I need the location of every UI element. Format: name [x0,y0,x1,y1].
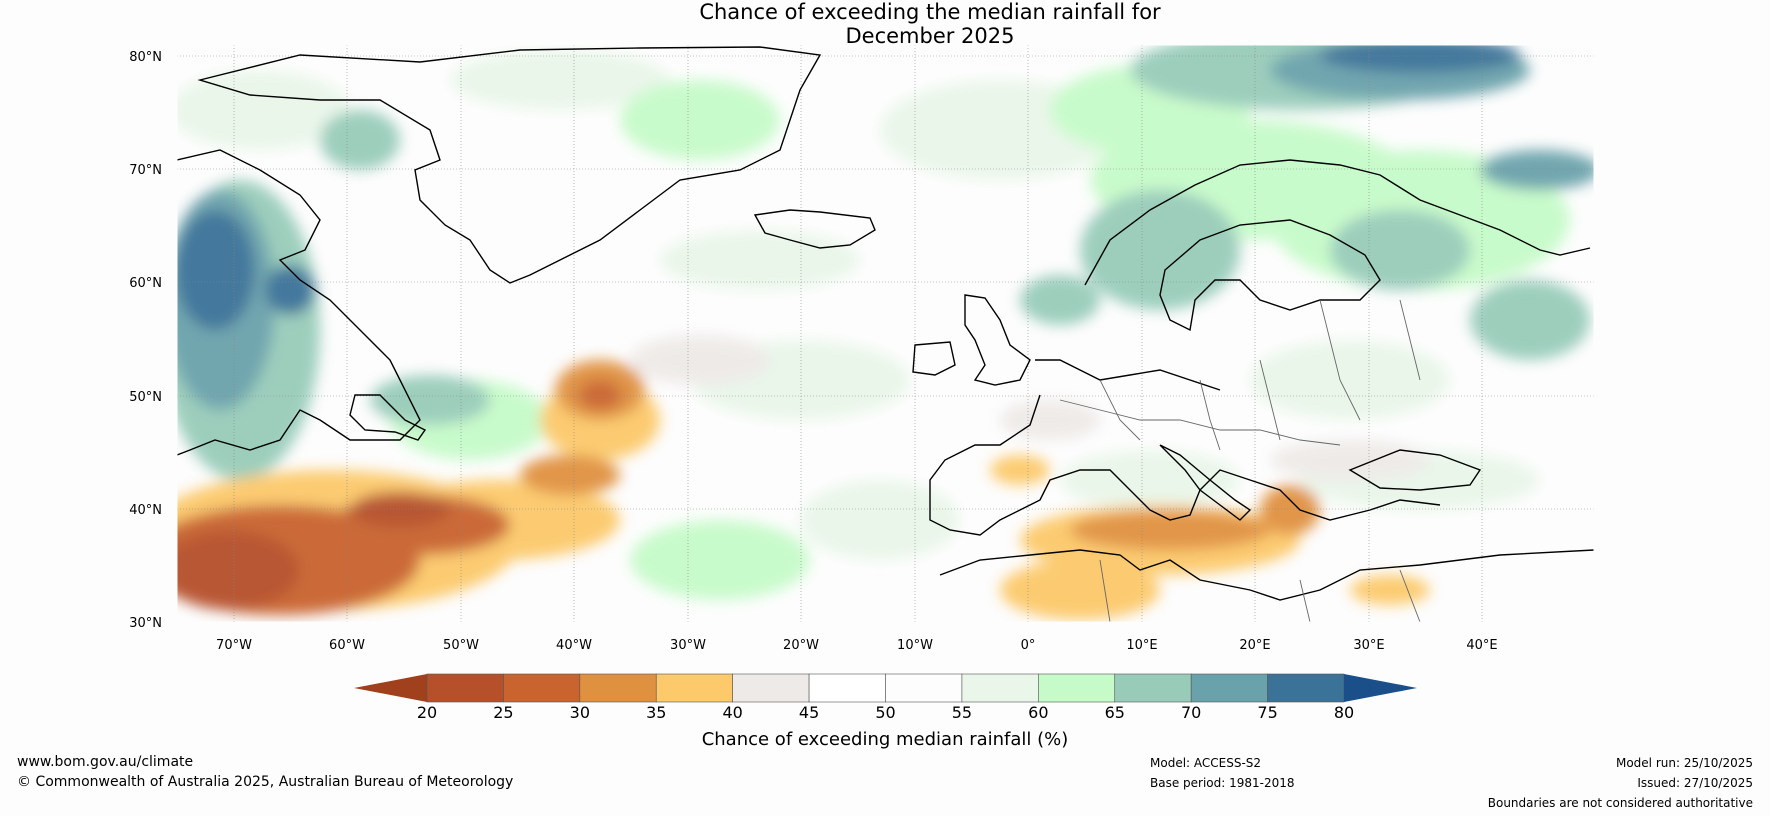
colorbar-segment [961,673,1039,703]
colorbar-segments [426,673,1345,703]
colorbar-segment [426,673,504,703]
title-line-1: Chance of exceeding the median rainfall … [699,0,1161,24]
lon-label-0: 0° [1021,638,1036,653]
colorbar-tick-label: 70 [1181,703,1201,722]
footer-base-period: Base period: 1981-2018 [1150,776,1295,790]
colorbar-tick-label: 20 [417,703,437,722]
lat-label-60: 60°N [129,276,162,291]
colorbar-tick-label: 30 [570,703,590,722]
lon-label-40w: 40°W [556,638,592,653]
footer-model: Model: ACCESS-S2 [1150,756,1262,770]
colorbar-tick-label: 80 [1334,703,1354,722]
colorbar-segment [808,673,886,703]
lon-label-30w: 30°W [670,638,706,653]
colorbar-high-arrow [1344,674,1417,702]
colorbar-segment [1190,673,1268,703]
colorbar-ticks: 20 25 30 35 40 45 50 55 60 65 70 75 80 [417,703,1354,722]
lon-label-70w: 70°W [216,638,252,653]
lon-label-30e: 30°E [1353,638,1384,653]
colorbar: 20 25 30 35 40 45 50 55 60 65 70 75 80 Chance of exc… [354,673,1417,750]
lat-label-80: 80°N [129,50,162,65]
lon-label-10e: 10°E [1126,638,1157,653]
lon-label-60w: 60°W [329,638,365,653]
title-line-2: December 2025 [845,24,1015,48]
colorbar-tick-label: 25 [493,703,513,722]
colorbar-segment [655,673,733,703]
longitude-labels: 70°W 60°W 50°W 40°W 30°W 20°W 10°W 0° 10… [216,638,1498,653]
colorbar-segment [503,673,581,703]
lon-label-50w: 50°W [443,638,479,653]
colorbar-tick-label: 45 [799,703,819,722]
lon-label-40e: 40°E [1466,638,1497,653]
latitude-labels: 80°N 70°N 60°N 50°N 40°N 30°N [129,50,162,631]
coastlines [177,46,1594,601]
lon-label-20w: 20°W [783,638,819,653]
footer-website: www.bom.gov.au/climate [17,754,194,770]
lat-label-40: 40°N [129,503,162,518]
colorbar-tick-label: 65 [1105,703,1125,722]
colorbar-segment [732,673,810,703]
colorbar-segment [1114,673,1192,703]
graticule [177,45,1594,622]
map-title: Chance of exceeding the median rainfall … [0,0,1770,48]
colorbar-tick-label: 50 [875,703,895,722]
lat-label-50: 50°N [129,390,162,405]
lat-label-30: 30°N [129,616,162,631]
country-borders [1059,299,1421,622]
colorbar-segment [579,673,657,703]
colorbar-low-arrow [354,674,427,702]
colorbar-tick-label: 55 [952,703,972,722]
lat-label-70: 70°N [129,163,162,178]
colorbar-segment [1038,673,1116,703]
colorbar-title: Chance of exceeding median rainfall (%) [702,729,1069,750]
lon-label-20e: 20°E [1239,638,1270,653]
lon-label-10w: 10°W [897,638,933,653]
footer-disclaimer: Boundaries are not considered authoritat… [1487,796,1753,810]
colorbar-tick-label: 35 [646,703,666,722]
probability-field [177,45,1594,622]
footer-issued: Issued: 27/10/2025 [1637,776,1753,790]
colorbar-tick-label: 60 [1028,703,1048,722]
colorbar-segment [885,673,963,703]
colorbar-tick-label: 75 [1257,703,1277,722]
footer-copyright: © Commonwealth of Australia 2025, Austra… [17,774,514,790]
colorbar-segment [1267,673,1345,703]
footer-model-run: Model run: 25/10/2025 [1615,756,1753,770]
colorbar-tick-label: 40 [722,703,742,722]
